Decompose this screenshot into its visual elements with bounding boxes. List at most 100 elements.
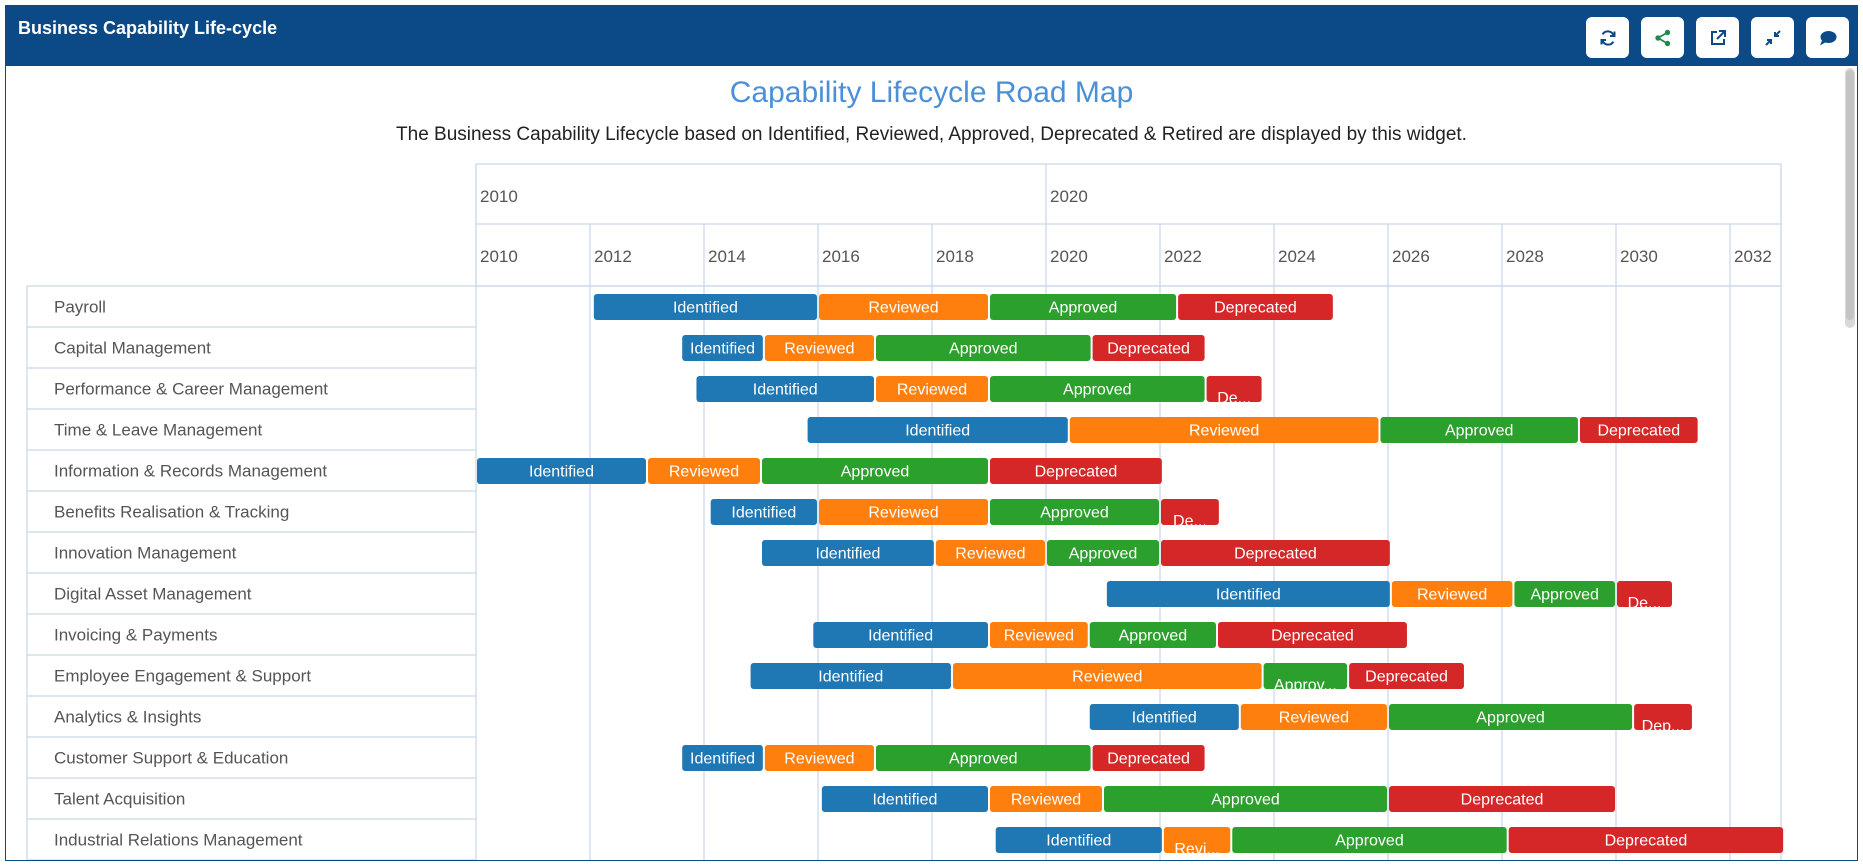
phase-label: Deprecated bbox=[1597, 423, 1680, 440]
phase-bar[interactable] bbox=[1508, 827, 1784, 853]
phase-label: Approved bbox=[1530, 587, 1599, 604]
phase-label: Identified bbox=[690, 341, 755, 358]
phase-bar[interactable] bbox=[762, 540, 934, 566]
phase-label: Identified bbox=[1216, 587, 1281, 604]
phase-bar[interactable] bbox=[819, 499, 988, 525]
phase-bar[interactable] bbox=[1389, 704, 1633, 730]
row-label: Talent Acquisition bbox=[54, 790, 185, 809]
phase-label: Identified bbox=[815, 546, 880, 563]
phase-bar[interactable] bbox=[990, 376, 1205, 402]
phase-bar[interactable] bbox=[750, 663, 951, 689]
gantt-chart: 2010 2020 2010 2012 2014 2016 2018 2020 2022 2024… bbox=[26, 163, 1784, 860]
phase-bar[interactable] bbox=[1232, 827, 1507, 853]
phase-label: Identified bbox=[731, 505, 796, 522]
year-tick-label: 2016 bbox=[822, 247, 860, 266]
phase-label: Reviewed bbox=[955, 546, 1025, 563]
phase-bar[interactable] bbox=[1240, 704, 1387, 730]
phase-bar[interactable] bbox=[935, 540, 1045, 566]
phase-bar[interactable] bbox=[807, 417, 1068, 443]
phase-label: Identified bbox=[905, 423, 970, 440]
phase-bar[interactable] bbox=[990, 499, 1159, 525]
phase-bar[interactable] bbox=[1092, 745, 1205, 771]
phase-bar[interactable] bbox=[821, 786, 988, 812]
phase-bar[interactable] bbox=[990, 786, 1102, 812]
phase-bar[interactable] bbox=[764, 745, 874, 771]
phase-bar[interactable] bbox=[1349, 663, 1464, 689]
phase-label: Reviewed bbox=[784, 751, 854, 768]
open-external-button[interactable] bbox=[1696, 17, 1739, 58]
phase-bar[interactable] bbox=[1389, 786, 1615, 812]
comment-button[interactable] bbox=[1806, 17, 1849, 58]
collapse-button[interactable] bbox=[1751, 17, 1794, 58]
phase-bar[interactable] bbox=[1069, 417, 1379, 443]
chart-title: Capability Lifecycle Road Map bbox=[729, 76, 1134, 109]
phase-bar[interactable] bbox=[1514, 581, 1615, 607]
phase-bar[interactable] bbox=[819, 294, 988, 320]
phase-bar[interactable] bbox=[762, 458, 988, 484]
phase-label: Identified bbox=[868, 628, 933, 645]
phase-label: Reviewed bbox=[1279, 710, 1349, 727]
phase-bar[interactable] bbox=[1161, 499, 1219, 525]
phase-bar[interactable] bbox=[1178, 294, 1333, 320]
phase-bar[interactable] bbox=[1634, 704, 1692, 730]
phase-bar[interactable] bbox=[1104, 786, 1387, 812]
chart-subtitle: The Business Capability Lifecycle based … bbox=[396, 124, 1467, 145]
phase-label: Identified bbox=[872, 792, 937, 809]
scrollbar-thumb[interactable] bbox=[1846, 70, 1854, 320]
phase-bar[interactable] bbox=[1163, 827, 1231, 853]
phase-bar[interactable] bbox=[990, 622, 1088, 648]
phase-bar[interactable] bbox=[696, 376, 874, 402]
phase-label: Approved bbox=[1040, 505, 1109, 522]
phase-bar[interactable] bbox=[813, 622, 988, 648]
phase-label: Deprecated bbox=[1035, 464, 1118, 481]
phase-bar[interactable] bbox=[1106, 581, 1390, 607]
widget-toolbar bbox=[1586, 17, 1849, 58]
phase-label: Reviewed bbox=[1417, 587, 1487, 604]
phase-bar[interactable] bbox=[593, 294, 817, 320]
phase-bar[interactable] bbox=[1218, 622, 1407, 648]
phase-bar[interactable] bbox=[995, 827, 1162, 853]
phase-label: Reviewed bbox=[1004, 628, 1074, 645]
share-button[interactable] bbox=[1641, 17, 1684, 58]
phase-label: Deprecated bbox=[1214, 300, 1297, 317]
phase-bar[interactable] bbox=[1161, 540, 1390, 566]
refresh-button[interactable] bbox=[1586, 17, 1629, 58]
decade-tick-label: 2020 bbox=[1050, 187, 1088, 206]
phase-bar[interactable] bbox=[1579, 417, 1698, 443]
phase-bar[interactable] bbox=[876, 335, 1091, 361]
phase-label: Approved bbox=[1211, 792, 1280, 809]
phase-bar[interactable] bbox=[1089, 704, 1239, 730]
row-label: Time & Leave Management bbox=[54, 421, 262, 440]
year-tick-label: 2020 bbox=[1050, 247, 1088, 266]
phase-bar[interactable] bbox=[876, 376, 988, 402]
year-tick-label: 2018 bbox=[936, 247, 974, 266]
phase-bar[interactable] bbox=[1617, 581, 1672, 607]
phase-bar[interactable] bbox=[1391, 581, 1513, 607]
phase-bar[interactable] bbox=[682, 335, 763, 361]
row-label: Information & Records Management bbox=[54, 462, 327, 481]
phase-bar[interactable] bbox=[990, 458, 1162, 484]
phase-bar[interactable] bbox=[1047, 540, 1159, 566]
row-label: Invoicing & Payments bbox=[54, 626, 217, 645]
phase-bar[interactable] bbox=[1092, 335, 1205, 361]
year-tick-label: 2032 bbox=[1734, 247, 1772, 266]
phase-bar[interactable] bbox=[682, 745, 763, 771]
phase-label: Reviewed bbox=[1011, 792, 1081, 809]
phase-bar[interactable] bbox=[764, 335, 874, 361]
year-tick-label: 2022 bbox=[1164, 247, 1202, 266]
phase-bar[interactable] bbox=[1263, 663, 1348, 689]
phase-label: Identified bbox=[818, 669, 883, 686]
phase-bar[interactable] bbox=[648, 458, 760, 484]
phase-bar[interactable] bbox=[990, 294, 1177, 320]
phase-bar[interactable] bbox=[1380, 417, 1578, 443]
phase-bar[interactable] bbox=[1206, 376, 1262, 402]
phase-label: Approved bbox=[949, 751, 1018, 768]
phase-bar[interactable] bbox=[710, 499, 817, 525]
phase-bar[interactable] bbox=[477, 458, 646, 484]
year-tick-label: 2026 bbox=[1392, 247, 1430, 266]
phase-bar[interactable] bbox=[952, 663, 1262, 689]
phase-bar[interactable] bbox=[1089, 622, 1216, 648]
phase-bar[interactable] bbox=[876, 745, 1091, 771]
row-label: Performance & Career Management bbox=[54, 380, 328, 399]
phase-label: Reviewed bbox=[868, 300, 938, 317]
